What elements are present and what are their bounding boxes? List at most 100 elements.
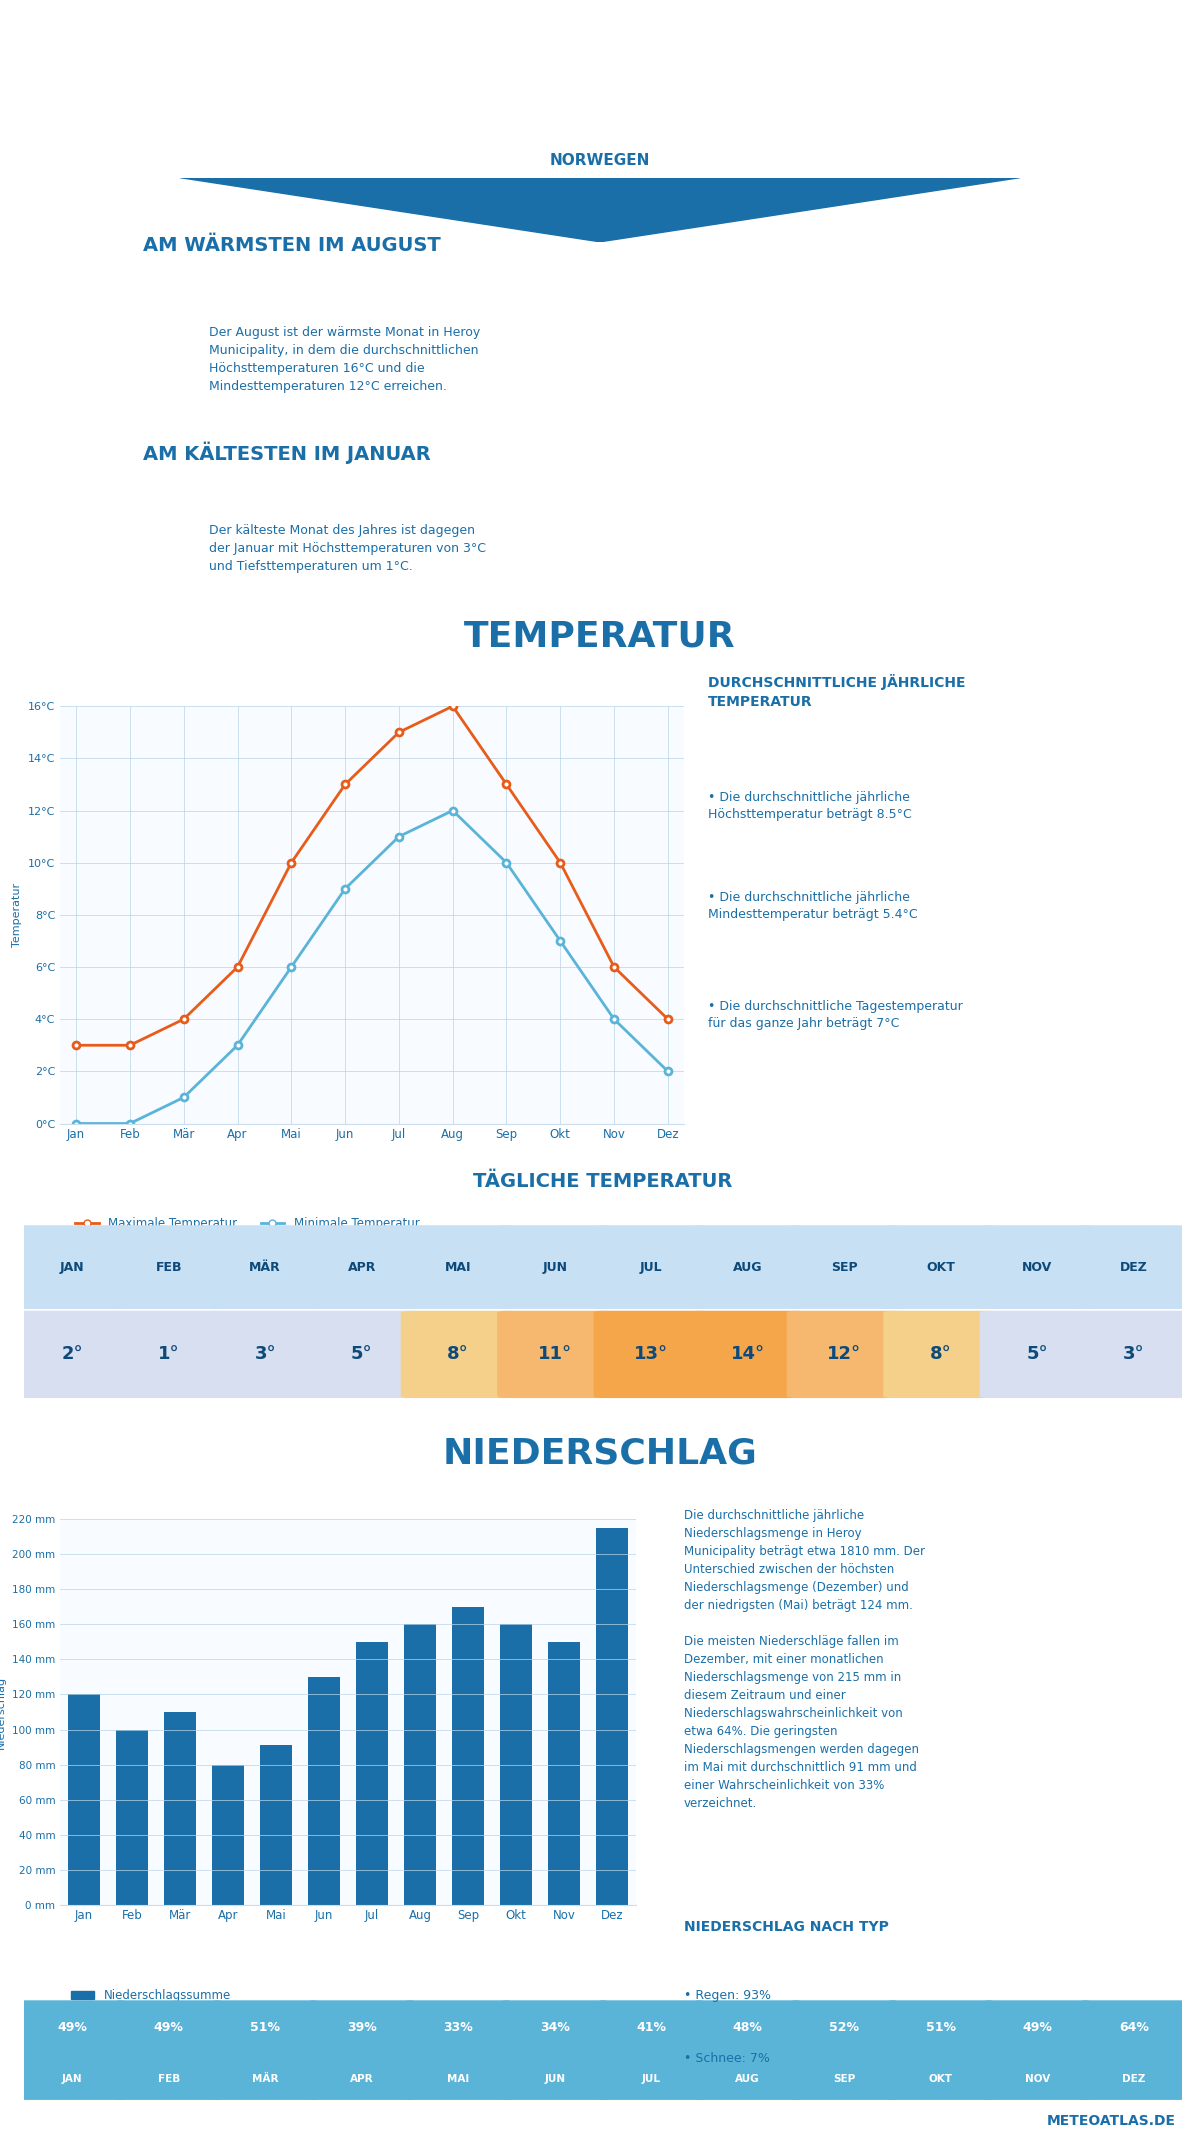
Text: FEB: FEB xyxy=(157,2074,180,2084)
Text: AM WÄRMSTEN IM AUGUST: AM WÄRMSTEN IM AUGUST xyxy=(143,235,440,255)
Text: 5°: 5° xyxy=(350,1346,372,1363)
Text: AUG: AUG xyxy=(733,1260,762,1273)
FancyBboxPatch shape xyxy=(979,1310,1094,1397)
Text: 1°: 1° xyxy=(158,1346,180,1363)
FancyBboxPatch shape xyxy=(600,2001,703,2099)
FancyBboxPatch shape xyxy=(401,1310,516,1397)
Bar xyxy=(260,1746,292,1905)
FancyBboxPatch shape xyxy=(979,1226,1094,1310)
Text: NIEDERSCHLAGSWAHRSCHEINLICHKEIT: NIEDERSCHLAGSWAHRSCHEINLICHKEIT xyxy=(449,1967,757,1980)
Text: AM KÄLTESTEN IM JANUAR: AM KÄLTESTEN IM JANUAR xyxy=(143,443,431,464)
Text: OKT: OKT xyxy=(926,1260,955,1273)
Text: 49%: 49% xyxy=(58,2020,88,2033)
FancyBboxPatch shape xyxy=(594,1226,709,1310)
Text: Der kälteste Monat des Jahres ist dagegen
der Januar mit Höchsttemperaturen von : Der kälteste Monat des Jahres ist dagege… xyxy=(209,524,486,574)
FancyBboxPatch shape xyxy=(690,1310,805,1397)
Text: Die durchschnittliche jährliche
Niederschlagsmenge in Heroy
Municipality beträgt: Die durchschnittliche jährliche Niedersc… xyxy=(684,1509,925,1810)
Legend: Niederschlagssumme: Niederschlagssumme xyxy=(66,1984,235,2007)
FancyBboxPatch shape xyxy=(787,1226,901,1310)
FancyBboxPatch shape xyxy=(112,1310,227,1397)
Bar xyxy=(500,1624,532,1905)
FancyBboxPatch shape xyxy=(118,2001,221,2099)
Text: • Schnee: 7%: • Schnee: 7% xyxy=(684,2052,770,2065)
Text: 39%: 39% xyxy=(347,2020,377,2033)
FancyBboxPatch shape xyxy=(208,1226,323,1310)
Text: 14°: 14° xyxy=(731,1346,764,1363)
FancyBboxPatch shape xyxy=(214,2001,317,2099)
Text: 52%: 52% xyxy=(829,2020,859,2033)
Text: MAI: MAI xyxy=(445,1260,472,1273)
Bar xyxy=(356,1641,388,1905)
Polygon shape xyxy=(180,178,1020,242)
Text: 51%: 51% xyxy=(251,2020,281,2033)
Text: JUL: JUL xyxy=(642,2074,661,2084)
Text: 12°: 12° xyxy=(827,1346,862,1363)
FancyBboxPatch shape xyxy=(497,1310,612,1397)
Text: 51%: 51% xyxy=(925,2020,955,2033)
Text: • Regen: 93%: • Regen: 93% xyxy=(684,1988,770,2001)
Text: 3°: 3° xyxy=(1123,1346,1145,1363)
Text: JUN: JUN xyxy=(542,1260,568,1273)
Text: TEMPERATUR: TEMPERATUR xyxy=(464,621,736,653)
FancyBboxPatch shape xyxy=(985,2001,1088,2099)
Text: NORWEGEN: NORWEGEN xyxy=(550,152,650,169)
FancyBboxPatch shape xyxy=(690,1226,805,1310)
FancyBboxPatch shape xyxy=(112,1226,227,1310)
Text: JUL: JUL xyxy=(640,1260,662,1273)
Text: 33%: 33% xyxy=(443,2020,473,2033)
FancyBboxPatch shape xyxy=(594,1310,709,1397)
FancyBboxPatch shape xyxy=(305,1226,419,1310)
Text: FEB: FEB xyxy=(156,1260,182,1273)
Text: • Die durchschnittliche jährliche
Mindesttemperatur beträgt 5.4°C: • Die durchschnittliche jährliche Mindes… xyxy=(708,890,918,920)
Text: 49%: 49% xyxy=(1022,2020,1052,2033)
FancyBboxPatch shape xyxy=(208,1310,323,1397)
FancyBboxPatch shape xyxy=(787,1310,901,1397)
Text: 13°: 13° xyxy=(634,1346,668,1363)
Y-axis label: Temperatur: Temperatur xyxy=(12,884,23,946)
Bar xyxy=(596,1528,628,1905)
FancyBboxPatch shape xyxy=(1076,1310,1192,1397)
FancyBboxPatch shape xyxy=(792,2001,896,2099)
Text: APR: APR xyxy=(348,1260,376,1273)
Text: DEZ: DEZ xyxy=(1122,2074,1146,2084)
Bar xyxy=(308,1678,340,1905)
Text: • Die durchschnittliche jährliche
Höchsttemperatur beträgt 8.5°C: • Die durchschnittliche jährliche Höchst… xyxy=(708,792,912,822)
Text: 8°: 8° xyxy=(930,1346,952,1363)
FancyBboxPatch shape xyxy=(1082,2001,1186,2099)
Text: 11°: 11° xyxy=(538,1346,572,1363)
Text: 49%: 49% xyxy=(154,2020,184,2033)
FancyBboxPatch shape xyxy=(305,1310,419,1397)
Text: 5°: 5° xyxy=(1026,1346,1048,1363)
FancyBboxPatch shape xyxy=(883,1310,998,1397)
Text: 8°: 8° xyxy=(448,1346,469,1363)
Bar xyxy=(404,1624,436,1905)
FancyBboxPatch shape xyxy=(407,2001,510,2099)
Text: 2°: 2° xyxy=(61,1346,83,1363)
Text: AUG: AUG xyxy=(736,2074,760,2084)
Legend: Maximale Temperatur, Minimale Temperatur: Maximale Temperatur, Minimale Temperatur xyxy=(70,1211,425,1235)
Text: JAN: JAN xyxy=(60,1260,84,1273)
Text: • Die durchschnittliche Tagestemperatur
für das ganze Jahr beträgt 7°C: • Die durchschnittliche Tagestemperatur … xyxy=(708,999,962,1029)
Text: SEP: SEP xyxy=(833,2074,856,2084)
Text: TÄGLICHE TEMPERATUR: TÄGLICHE TEMPERATUR xyxy=(473,1173,733,1190)
FancyBboxPatch shape xyxy=(503,2001,606,2099)
Text: HEROY MUNICIPALITY: HEROY MUNICIPALITY xyxy=(330,45,870,88)
FancyBboxPatch shape xyxy=(1076,1226,1192,1310)
Bar xyxy=(116,1729,148,1905)
Text: NOV: NOV xyxy=(1025,2074,1050,2084)
FancyBboxPatch shape xyxy=(889,2001,992,2099)
Text: 64%: 64% xyxy=(1118,2020,1148,2033)
FancyBboxPatch shape xyxy=(14,1226,130,1310)
Text: 41%: 41% xyxy=(636,2020,666,2033)
Text: NIEDERSCHLAG: NIEDERSCHLAG xyxy=(443,1436,757,1470)
Text: 34%: 34% xyxy=(540,2020,570,2033)
Text: DEZ: DEZ xyxy=(1120,1260,1147,1273)
FancyBboxPatch shape xyxy=(696,2001,799,2099)
Bar xyxy=(452,1607,484,1905)
FancyBboxPatch shape xyxy=(497,1226,612,1310)
Text: APR: APR xyxy=(350,2074,373,2084)
Text: DURCHSCHNITTLICHE JÄHRLICHE
TEMPERATUR: DURCHSCHNITTLICHE JÄHRLICHE TEMPERATUR xyxy=(708,674,966,708)
Text: NIEDERSCHLAG NACH TYP: NIEDERSCHLAG NACH TYP xyxy=(684,1920,889,1935)
Text: 3°: 3° xyxy=(254,1346,276,1363)
Text: Der August ist der wärmste Monat in Heroy
Municipality, in dem die durchschnittl: Der August ist der wärmste Monat in Hero… xyxy=(209,325,480,394)
